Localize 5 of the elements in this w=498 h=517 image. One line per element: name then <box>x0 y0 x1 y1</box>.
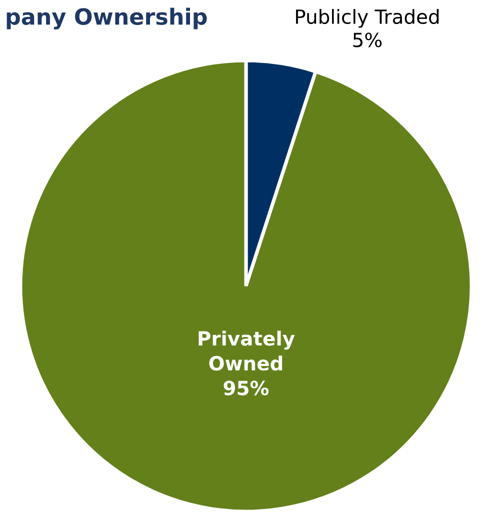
slice-label: Publicly Traded <box>296 8 439 28</box>
chart-title: pany Ownership <box>6 8 207 30</box>
data-label: 95% <box>224 380 269 396</box>
slice-label: Privately Owned <box>198 330 295 371</box>
data-label: 5% <box>353 32 382 48</box>
